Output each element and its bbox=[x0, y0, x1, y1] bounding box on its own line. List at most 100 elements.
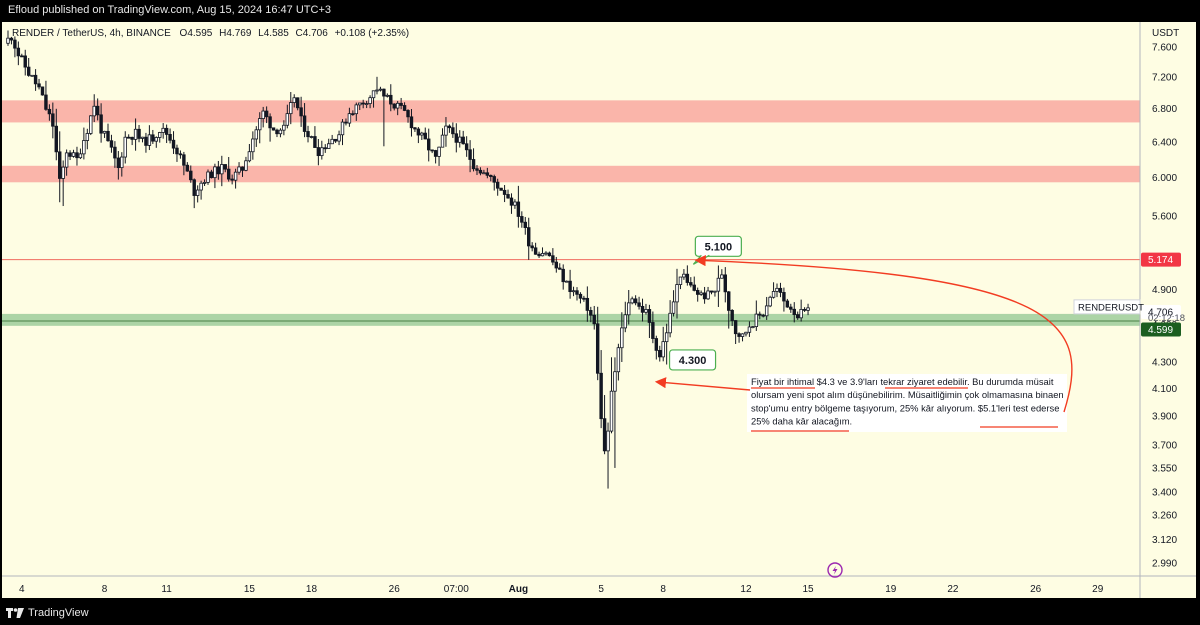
candle-body bbox=[213, 166, 217, 179]
candle-body bbox=[499, 187, 503, 191]
candle bbox=[785, 298, 790, 308]
candle bbox=[513, 199, 517, 209]
candle bbox=[371, 90, 376, 108]
candle bbox=[202, 179, 207, 187]
candle bbox=[623, 301, 627, 333]
candle bbox=[420, 131, 424, 141]
candle-body bbox=[802, 308, 807, 311]
candle-body bbox=[585, 297, 590, 311]
candle-body bbox=[637, 302, 641, 307]
candle-body bbox=[664, 332, 669, 343]
candle bbox=[326, 138, 331, 149]
candle bbox=[509, 193, 514, 214]
candle bbox=[199, 180, 203, 200]
candle bbox=[92, 94, 96, 123]
candle-body bbox=[764, 305, 769, 317]
candle bbox=[468, 140, 472, 173]
candle-body bbox=[537, 253, 541, 257]
candle bbox=[95, 98, 100, 121]
candle bbox=[385, 93, 390, 98]
candle bbox=[54, 108, 58, 161]
candle-body bbox=[347, 113, 352, 124]
candle bbox=[192, 178, 196, 209]
price-chart[interactable]: 5.100 4.300 Fiyat bir ihtimal $4.3 ve 3.9'… bbox=[2, 22, 1196, 598]
candle bbox=[764, 296, 769, 320]
candle-body bbox=[540, 253, 545, 257]
candle-body bbox=[461, 136, 465, 145]
candle-body bbox=[409, 116, 414, 129]
candle-body bbox=[251, 138, 255, 153]
price-label-text: 4.599 bbox=[1148, 325, 1173, 336]
candle bbox=[585, 286, 590, 322]
candle bbox=[554, 256, 559, 273]
candle bbox=[575, 287, 579, 301]
candle-body bbox=[92, 105, 96, 117]
candle bbox=[447, 124, 452, 133]
candle bbox=[195, 185, 200, 203]
candle bbox=[689, 277, 693, 288]
candle bbox=[716, 265, 721, 307]
candle-body bbox=[502, 189, 507, 195]
candle-body bbox=[223, 164, 227, 170]
candle bbox=[782, 287, 786, 312]
resistance-zone-lower bbox=[2, 165, 1140, 183]
candle bbox=[237, 162, 241, 175]
candle bbox=[309, 135, 314, 139]
candle bbox=[206, 169, 210, 185]
candle bbox=[378, 86, 383, 92]
candle bbox=[520, 211, 524, 228]
candle bbox=[30, 74, 34, 77]
candle bbox=[75, 146, 79, 166]
candle bbox=[416, 127, 421, 144]
price-tick: 6.800 bbox=[1152, 104, 1177, 115]
candle-body bbox=[9, 37, 14, 41]
time-tick: 26 bbox=[389, 584, 401, 595]
candle-body bbox=[299, 107, 303, 117]
candle bbox=[323, 144, 327, 153]
tradingview-brand[interactable]: TradingView bbox=[6, 605, 89, 621]
candle-body bbox=[699, 292, 703, 295]
candle-body bbox=[644, 309, 648, 313]
candle-body bbox=[30, 74, 34, 77]
time-tick: Aug bbox=[509, 584, 528, 595]
candle bbox=[523, 216, 527, 235]
candle-body bbox=[395, 102, 400, 109]
candle-body bbox=[226, 168, 231, 180]
candle bbox=[216, 160, 221, 180]
candle-body bbox=[382, 88, 386, 97]
candle-body bbox=[582, 297, 586, 300]
candle-body bbox=[606, 430, 610, 452]
candle bbox=[440, 128, 445, 148]
candle-body bbox=[244, 160, 248, 171]
annotation-line: 25% daha kâr alacağım. bbox=[751, 416, 852, 427]
candle bbox=[675, 268, 679, 319]
candle bbox=[209, 169, 214, 179]
candle bbox=[330, 134, 334, 145]
candle bbox=[123, 131, 127, 164]
candle-body bbox=[206, 171, 210, 183]
candle bbox=[375, 76, 379, 95]
candle-body bbox=[737, 333, 741, 337]
candle bbox=[695, 287, 700, 302]
candle bbox=[292, 94, 296, 108]
annotation-line: Fiyat bir ihtimal $4.3 ve 3.9'ları tekra… bbox=[751, 376, 1054, 387]
candle bbox=[761, 313, 765, 318]
candle bbox=[482, 169, 486, 175]
lightning-icon[interactable] bbox=[827, 562, 843, 578]
candle bbox=[158, 131, 162, 143]
candle bbox=[106, 123, 110, 142]
candle-body bbox=[295, 97, 300, 109]
candle bbox=[223, 164, 227, 173]
candle-body bbox=[164, 127, 169, 135]
publisher-text: Efloud published on TradingView.com, Aug… bbox=[8, 4, 331, 16]
candle-body bbox=[661, 341, 665, 358]
candle bbox=[544, 251, 548, 256]
candle bbox=[226, 157, 231, 182]
candle-body bbox=[406, 110, 410, 118]
candle-body bbox=[292, 97, 296, 103]
candle bbox=[720, 269, 724, 279]
candle bbox=[592, 305, 596, 330]
candle-body bbox=[271, 127, 276, 131]
candle bbox=[340, 119, 345, 146]
time-axis: 4 8 11 15 18 26 07:00 Aug 5 8 12 15 19 22 26 29 bbox=[19, 584, 1104, 595]
